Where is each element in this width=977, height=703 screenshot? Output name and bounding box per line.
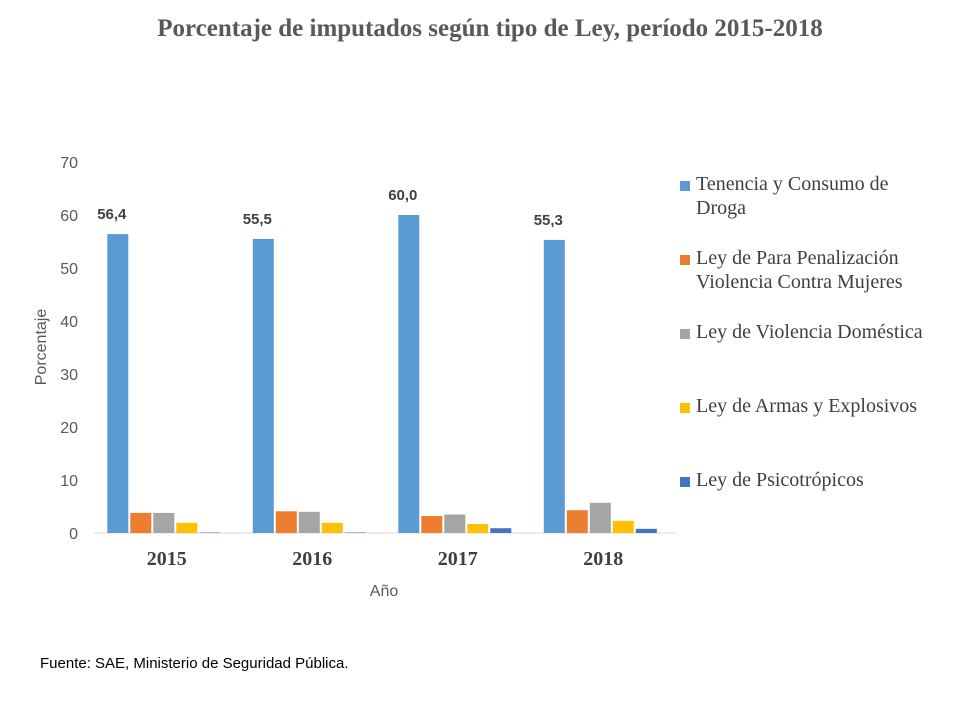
x-tick-label: 2015 (147, 548, 187, 570)
bar (490, 528, 512, 533)
legend-item: Ley de Psicotrópicos (680, 468, 864, 492)
bar (153, 512, 175, 533)
data-label: 60,0 (388, 187, 417, 204)
legend-label: Ley de Para Penalización Violencia Contr… (696, 247, 903, 293)
source-note: Fuente: SAE, Ministerio de Seguridad Púb… (40, 655, 349, 672)
legend-item: Tenencia y Consumo de Droga (680, 172, 941, 220)
bar (612, 520, 634, 533)
bar (199, 532, 221, 533)
data-labels-group: 56,4 55,5 60,0 55,3 (97, 187, 563, 229)
y-axis: 0 10 20 30 40 50 60 70 (60, 155, 78, 543)
bar (467, 524, 489, 533)
bar (344, 532, 366, 533)
x-tick-label: 2017 (438, 548, 478, 570)
legend-swatch (680, 255, 690, 265)
x-axis: 2015 2016 2017 2018 (147, 548, 623, 570)
data-label: 55,3 (534, 212, 563, 229)
x-axis-title: Año (370, 583, 399, 600)
chart-title: Porcentaje de imputados según tipo de Le… (157, 15, 823, 42)
legend-label: Ley de Psicotrópicos (696, 469, 864, 491)
y-tick-label: 10 (60, 473, 78, 490)
bar (176, 522, 198, 533)
bar (635, 528, 657, 533)
bar (566, 510, 588, 533)
bar (543, 239, 565, 533)
bars-group (107, 215, 657, 533)
legend-swatch (680, 181, 690, 191)
bar (275, 511, 297, 533)
bar (298, 511, 320, 533)
x-tick-label: 2018 (583, 548, 623, 570)
bar (444, 514, 466, 533)
legend-swatch (680, 477, 690, 487)
legend-item: Ley de Violencia Doméstica (680, 320, 923, 344)
y-tick-label: 0 (69, 526, 78, 543)
legend-swatch (680, 329, 690, 339)
x-tick-label: 2016 (292, 548, 332, 570)
bar (398, 215, 420, 533)
bar (589, 502, 611, 533)
legend-label: Ley de Violencia Doméstica (696, 321, 923, 343)
legend-item: Ley de Para Penalización Violencia Contr… (680, 246, 956, 294)
y-tick-label: 20 (60, 420, 78, 437)
bar (421, 516, 443, 533)
bar (130, 512, 152, 533)
data-label: 56,4 (97, 206, 127, 223)
y-axis-title: Porcentaje (33, 309, 50, 386)
data-label: 55,5 (243, 211, 272, 228)
y-tick-label: 50 (60, 261, 78, 278)
legend-swatch (680, 403, 690, 413)
y-tick-label: 60 (60, 208, 78, 225)
legend-label: Tenencia y Consumo de Droga (696, 173, 889, 219)
y-tick-label: 30 (60, 367, 78, 384)
bar (107, 234, 129, 533)
y-tick-label: 70 (60, 155, 78, 172)
y-tick-label: 40 (60, 314, 78, 331)
legend-item: Ley de Armas y Explosivos (680, 394, 917, 418)
legend-label: Ley de Armas y Explosivos (696, 395, 918, 417)
bar (252, 238, 274, 533)
bar (321, 522, 343, 533)
